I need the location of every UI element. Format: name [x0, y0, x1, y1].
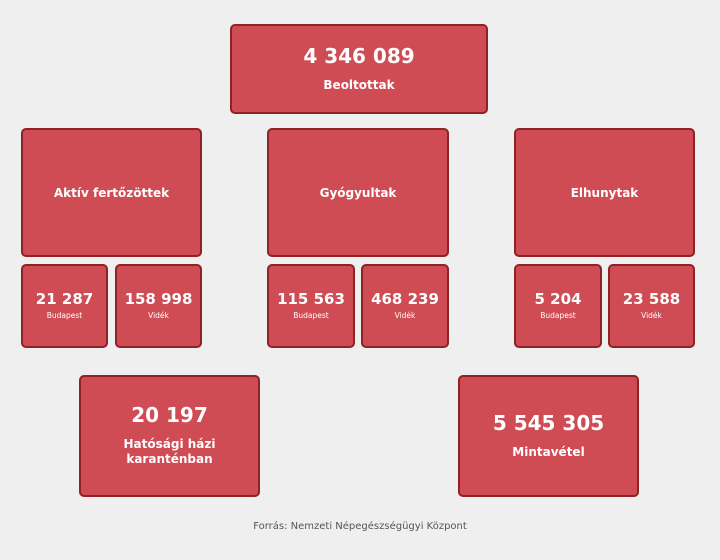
recovered-videk-value: 468 239 — [371, 290, 439, 308]
recovered-title: Gyógyultak — [319, 185, 397, 200]
quarantine-label-line1: Hatósági házi — [123, 437, 216, 451]
active-infected-budapest-label: Budapest — [46, 311, 83, 320]
active-infected-budapest-value: 21 287 — [35, 290, 94, 308]
sampling-card: 5 545 305 Mintavétel — [458, 375, 639, 497]
recovered-budapest-card: 115 563 Budapest — [267, 264, 355, 348]
sampling-label: Mintavétel — [512, 444, 585, 459]
recovered-budapest-label: Budapest — [293, 311, 329, 320]
deceased-videk-card: 23 588 Vidék — [608, 264, 695, 348]
quarantine-card: 20 197 Hatósági házi karanténban — [79, 375, 260, 497]
recovered-videk-label: Vidék — [394, 311, 416, 320]
deceased-budapest-card: 5 204 Budapest — [514, 264, 602, 348]
deceased-budapest-value: 5 204 — [534, 290, 582, 308]
vaccinated-label: Beoltottak — [323, 77, 395, 92]
deceased-title: Elhunytak — [570, 185, 639, 200]
deceased-videk-label: Vidék — [641, 311, 662, 320]
active-infected-videk-card: 158 998 Vidék — [115, 264, 202, 348]
active-infected-card: Aktív fertőzöttek — [21, 128, 202, 257]
deceased-card: Elhunytak — [514, 128, 695, 257]
source-footer: Forrás: Nemzeti Népegészségügyi Központ — [253, 521, 467, 532]
active-infected-title: Aktív fertőzöttek — [53, 185, 170, 200]
deceased-videk-value: 23 588 — [622, 290, 681, 308]
recovered-videk-card: 468 239 Vidék — [361, 264, 449, 348]
quarantine-label: Hatósági házi karanténban — [124, 437, 216, 467]
active-infected-budapest-card: 21 287 Budapest — [21, 264, 108, 348]
quarantine-value: 20 197 — [131, 403, 208, 427]
vaccinated-card: 4 346 089 Beoltottak — [230, 24, 488, 114]
deceased-budapest-label: Budapest — [540, 311, 576, 320]
recovered-card: Gyógyultak — [267, 128, 449, 257]
active-infected-videk-value: 158 998 — [124, 290, 193, 308]
sampling-value: 5 545 305 — [492, 410, 605, 435]
vaccinated-value: 4 346 089 — [303, 43, 415, 68]
quarantine-label-line2: karanténban — [126, 452, 213, 466]
active-infected-videk-label: Vidék — [148, 311, 169, 320]
recovered-budapest-value: 115 563 — [277, 290, 345, 308]
